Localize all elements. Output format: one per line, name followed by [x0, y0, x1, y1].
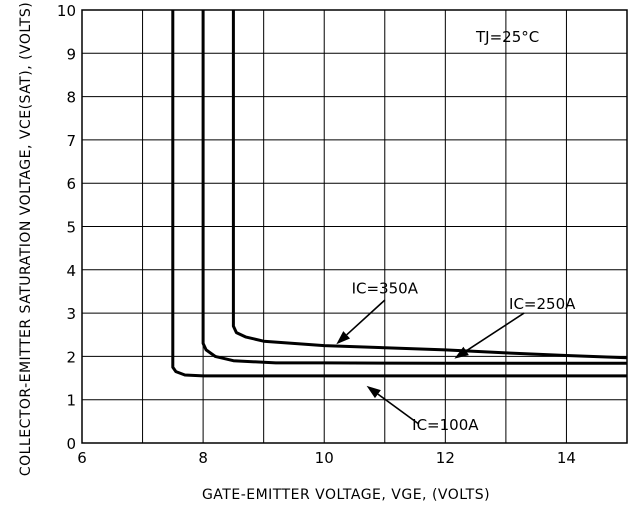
- arrow-line-ic-350a: [346, 299, 386, 336]
- y-tick-label: 2: [66, 348, 76, 366]
- x-tick-label: 12: [436, 449, 455, 467]
- y-tick-label: 5: [66, 219, 76, 237]
- plot-frame: [81, 9, 628, 444]
- arrow-head-ic-350a: [336, 331, 351, 345]
- y-axis-title: COLLECTOR-EMITTER SATURATION VOLTAGE, VC…: [18, 2, 34, 476]
- arrow-head-ic-100a: [366, 385, 381, 399]
- curve-ic-350a: [231, 10, 628, 360]
- curve-labels: IC=350A IC=250A IC=100A: [336, 280, 576, 434]
- arrow-line-ic-100a: [377, 393, 419, 425]
- temperature-annotation: TJ=25°C: [475, 28, 539, 46]
- arrow-line-ic-250a: [465, 312, 525, 352]
- grid: [81, 9, 628, 444]
- y-tick-label: 0: [66, 435, 76, 453]
- y-tick-label: 4: [66, 262, 76, 280]
- curve-label-ic-350a: IC=350A: [352, 280, 419, 298]
- y-tick-label: 7: [66, 132, 76, 150]
- arrow-head-ic-250a: [454, 346, 469, 359]
- y-tick-label: 9: [66, 45, 76, 63]
- x-tick-label: 6: [77, 449, 87, 467]
- y-tick-label: 1: [66, 392, 76, 410]
- y-tick-label: 6: [66, 175, 76, 193]
- curves: [171, 10, 628, 378]
- y-tick-label: 10: [57, 2, 76, 20]
- x-tick-label: 14: [557, 449, 576, 467]
- x-axis-title: GATE-EMITTER VOLTAGE, VGE, (VOLTS): [202, 487, 490, 503]
- curve-ic-100a: [171, 10, 627, 378]
- curve-label-ic-100a: IC=100A: [412, 416, 479, 434]
- curve-ic-250a: [201, 10, 627, 365]
- y-tick-label: 3: [66, 305, 76, 323]
- x-tick-label: 8: [198, 449, 208, 467]
- curve-label-ic-250a: IC=250A: [509, 295, 576, 313]
- y-tick-label: 8: [66, 89, 76, 107]
- x-tick-label: 10: [315, 449, 334, 467]
